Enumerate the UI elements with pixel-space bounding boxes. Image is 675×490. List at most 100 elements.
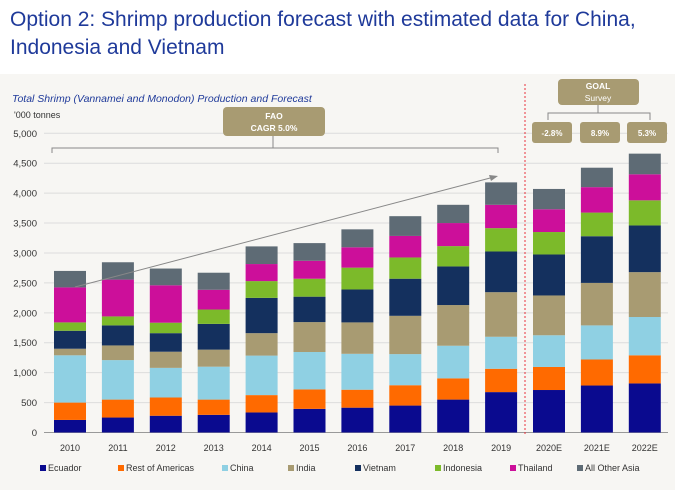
goal-growth-box: [627, 122, 667, 143]
bar-segment-india: [437, 305, 470, 346]
arrow-head-icon: [489, 175, 498, 181]
legend-item-india: India: [296, 463, 316, 473]
goal-survey-label: Survey: [585, 93, 612, 103]
bar-segment-ecuador: [197, 414, 230, 433]
legend-swatch: [510, 465, 516, 471]
bar-segment-india: [533, 295, 565, 336]
bar-segment-ecuador: [149, 415, 182, 433]
bar-segment-indonesia: [485, 228, 518, 252]
y-tick-label: 500: [21, 398, 37, 409]
bar-segment-vietnam: [101, 325, 134, 346]
bar-segment-ecuador: [101, 417, 134, 433]
bar-segment-china: [54, 355, 86, 403]
bar-segment-india: [341, 322, 374, 354]
y-tick-label: 2,000: [13, 308, 37, 319]
bar-segment-china: [533, 335, 565, 367]
bar-segment-thailand: [533, 209, 565, 233]
bar-segment-indonesia: [54, 322, 86, 331]
bar-segment-rest-of-americas: [149, 397, 182, 416]
bar-segment-all-other-asia: [580, 167, 613, 188]
bar-segment-china: [245, 355, 278, 396]
legend-item-ecuador: Ecuador: [48, 463, 82, 473]
bar-segment-vietnam: [485, 251, 518, 293]
legend-item-rest-of-americas: Rest of Americas: [126, 463, 195, 473]
bar-segment-indonesia: [628, 200, 661, 226]
legend-swatch: [118, 465, 124, 471]
x-tick-label: 2020E: [536, 443, 562, 453]
legend-item-all-other-asia: All Other Asia: [585, 463, 640, 473]
bar-segment-indonesia: [533, 232, 565, 255]
bar-segment-indonesia: [341, 267, 374, 290]
bar-segment-china: [437, 345, 470, 379]
bar-segment-ecuador: [628, 383, 661, 433]
bar-segment-rest-of-americas: [628, 355, 661, 384]
bar-segment-vietnam: [54, 330, 86, 349]
bar-segment-china: [197, 366, 230, 400]
bar-segment-all-other-asia: [101, 262, 134, 280]
trend-arrow: [74, 176, 495, 288]
x-tick-label: 2018: [443, 443, 463, 453]
bar-segment-thailand: [197, 289, 230, 310]
legend-item-china: China: [230, 463, 254, 473]
bar-segment-rest-of-americas: [580, 359, 613, 386]
bar-segment-thailand: [293, 260, 326, 279]
bar-segment-rest-of-americas: [437, 378, 470, 400]
bar-segment-indonesia: [101, 316, 134, 326]
y-tick-label: 1,000: [13, 368, 37, 379]
bar-segment-india: [580, 282, 613, 326]
bar-segment-india: [149, 351, 182, 368]
x-tick-label: 2015: [299, 443, 319, 453]
bar-segment-indonesia: [437, 246, 470, 267]
bar-segment-china: [389, 354, 422, 386]
fao-cagr-label: CAGR 5.0%: [251, 123, 298, 133]
bar-segment-all-other-asia: [628, 153, 661, 175]
y-tick-label: 4,500: [13, 159, 37, 170]
bar-segment-india: [293, 322, 326, 353]
bar-segment-vietnam: [533, 254, 565, 296]
bar-segment-vietnam: [628, 225, 661, 273]
bar-segment-all-other-asia: [341, 229, 374, 248]
x-tick-label: 2019: [491, 443, 511, 453]
bar-segment-thailand: [389, 235, 422, 258]
y-tick-label: 3,500: [13, 219, 37, 230]
bar-segment-all-other-asia: [293, 243, 326, 261]
bar-segment-all-other-asia: [485, 182, 518, 205]
bar-segment-all-other-asia: [54, 270, 86, 288]
x-tick-label: 2014: [252, 443, 272, 453]
bar-segment-thailand: [628, 174, 661, 201]
goal-growth-box: [532, 122, 572, 143]
bar-segment-vietnam: [341, 289, 374, 323]
bar-segment-china: [101, 360, 134, 400]
bar-segment-ecuador: [485, 392, 518, 433]
bar-segment-thailand: [341, 247, 374, 268]
x-tick-label: 2022E: [632, 443, 658, 453]
legend-swatch: [435, 465, 441, 471]
bar-segment-vietnam: [437, 266, 470, 306]
bar-segment-china: [293, 352, 326, 390]
bar-segment-vietnam: [580, 236, 613, 283]
bar-segment-india: [101, 345, 134, 361]
bar-segment-ecuador: [54, 419, 86, 433]
bar-segment-all-other-asia: [245, 246, 278, 265]
fao-bracket: [51, 136, 499, 153]
bar-segment-india: [245, 333, 278, 356]
x-tick-label: 2011: [108, 443, 127, 453]
legend-swatch: [40, 465, 46, 471]
bar-segment-india: [54, 348, 86, 356]
bar-segment-indonesia: [580, 212, 613, 237]
page-title: Option 2: Shrimp production forecast wit…: [10, 8, 636, 59]
bar-segment-thailand: [580, 187, 613, 213]
bar-segment-indonesia: [293, 278, 326, 297]
fao-box: [223, 107, 325, 136]
bar-segment-rest-of-americas: [341, 389, 374, 408]
bar-segment-china: [485, 336, 518, 369]
bar-segment-india: [197, 349, 230, 367]
bar-segment-china: [628, 317, 661, 356]
x-tick-label: 2013: [204, 443, 224, 453]
bar-segment-thailand: [245, 264, 278, 282]
bar-segment-all-other-asia: [149, 268, 182, 286]
bar-segment-rest-of-americas: [485, 368, 518, 393]
bar-segment-india: [628, 272, 661, 318]
goal-growth-label: 5.3%: [638, 129, 656, 138]
